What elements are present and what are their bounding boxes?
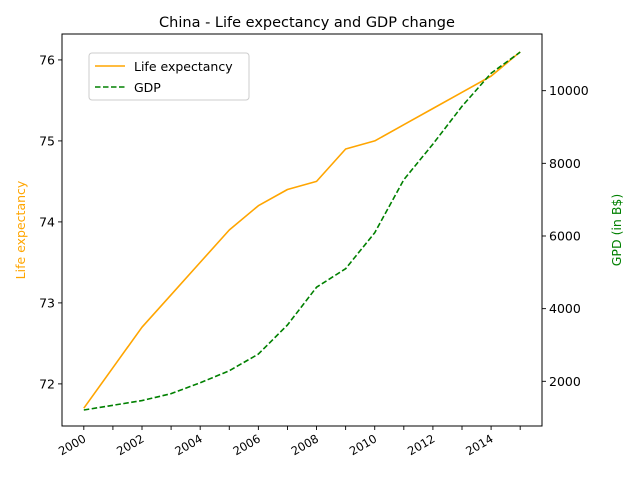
- y-right-tick-label: 10000: [549, 83, 589, 98]
- y-axis-right: 2000 4000 6000 8000 10000: [542, 83, 589, 389]
- series-line-life-expectancy: [83, 51, 521, 409]
- y-left-tick-label: 72: [39, 376, 55, 391]
- y-right-tick-label: 8000: [549, 156, 581, 171]
- y-axis-left: 72 73 74 75 76: [39, 52, 62, 391]
- x-tick-label: 2002: [114, 431, 146, 458]
- legend-label-life-expectancy: Life expectancy: [134, 59, 233, 74]
- y-left-tick-label: 73: [39, 295, 55, 310]
- y-left-tick-label: 76: [39, 52, 55, 67]
- legend: Life expectancy GDP: [88, 52, 250, 101]
- x-tick-label: 2004: [172, 431, 204, 458]
- x-tick-label: 2000: [56, 431, 88, 458]
- x-tick-label: 2010: [347, 431, 379, 458]
- y-right-tick-label: 4000: [549, 301, 581, 316]
- legend-box: [88, 52, 250, 101]
- legend-label-gdp: GDP: [134, 80, 161, 95]
- y-right-tick-label: 2000: [549, 374, 581, 389]
- y-left-tick-label: 75: [39, 133, 55, 148]
- y-right-tick-label: 6000: [549, 228, 581, 243]
- plot-frame: [61, 33, 543, 427]
- x-tick-label: 2012: [405, 431, 437, 458]
- series-layer: [83, 51, 521, 411]
- x-tick-label: 2014: [463, 431, 495, 458]
- y-left-tick-label: 74: [39, 214, 55, 229]
- series-line-gdp: [83, 51, 521, 411]
- y-axis-left-label: Life expectancy: [13, 180, 28, 279]
- y-axis-right-label: GPD (in B$): [609, 194, 624, 266]
- x-axis: 2000 2002 2004 2006 2008 2010 2012 2014: [56, 426, 521, 458]
- x-tick-label: 2006: [231, 431, 263, 458]
- x-tick-label: 2008: [289, 431, 321, 458]
- chart-title: China - Life expectancy and GDP change: [159, 15, 455, 31]
